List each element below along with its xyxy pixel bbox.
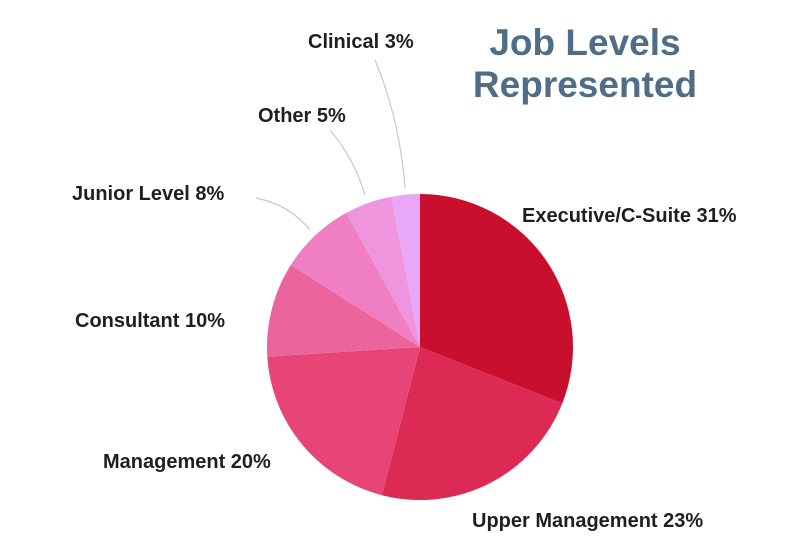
- data-label-management: Management 20%: [103, 451, 271, 473]
- data-label-consultant: Consultant 10%: [75, 310, 225, 332]
- leader-line-other: [329, 129, 366, 196]
- chart-title-line-2: Represented: [472, 64, 698, 105]
- data-label-upper-management: Upper Management 23%: [472, 510, 703, 532]
- data-label-junior-level: Junior Level 8%: [72, 183, 224, 205]
- chart-title: Job Levels Represented: [430, 22, 740, 106]
- pie-slice-upper-management: [381, 347, 563, 500]
- pie-slice-executive-c-suite: [420, 194, 574, 404]
- leader-line-clinical: [374, 59, 406, 189]
- pie-slice-management: [267, 347, 420, 496]
- data-label-other: Other 5%: [258, 105, 346, 127]
- data-label-clinical: Clinical 3%: [308, 31, 414, 53]
- chart-title-line-1: Job Levels: [489, 22, 681, 63]
- leader-line-junior-level: [255, 197, 311, 231]
- pie-slice-clinical: [391, 194, 420, 347]
- pie-slice-junior-level: [290, 212, 420, 347]
- pie-slice-other: [346, 196, 420, 347]
- pie-slice-consultant: [266, 265, 420, 357]
- data-label-executive-c-suite: Executive/C-Suite 31%: [522, 205, 737, 227]
